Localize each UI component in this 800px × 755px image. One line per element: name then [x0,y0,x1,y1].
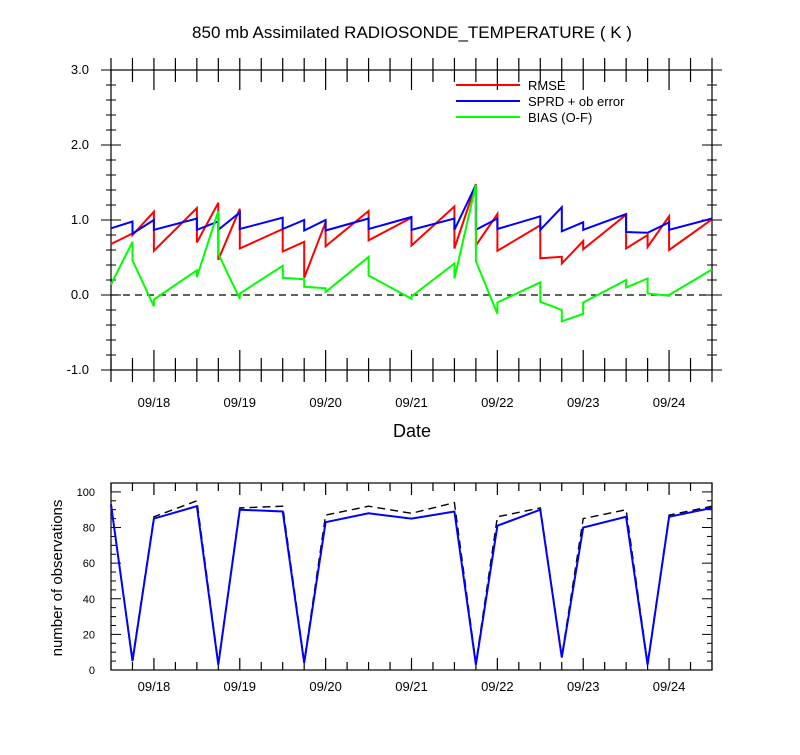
series-line-bias-o-f [110,184,713,323]
x-axis-label: Date [393,421,431,441]
x-tick-label: 09/20 [309,395,342,410]
x-tick-label: 09/23 [567,679,600,694]
x-tick-label: 09/18 [138,679,171,694]
x-tick-label: 09/21 [395,679,428,694]
x-tick-label: 09/22 [481,395,514,410]
x-tick-label: 09/18 [138,395,171,410]
x-tick-label: 09/22 [481,679,514,694]
series-line-rmse [110,183,713,279]
y-tick-label: 0 [89,665,95,677]
x-tick-label: 09/21 [395,395,428,410]
legend-label: BIAS (O-F) [528,110,592,125]
x-tick-label: 09/20 [309,679,342,694]
top-plot-panel: 09/18 09/19 09/20 09/21 09/22 09/23 09/24 -1.0 0… [67,58,722,410]
chart-title: 850 mb Assimilated RADIOSONDE_TEMPERATUR… [192,23,632,42]
y-tick-label: 20 [83,629,95,641]
y-tick-label: 0.0 [71,287,89,302]
x-tick-label: 09/24 [653,679,686,694]
x-tick-label: 09/24 [653,395,686,410]
x-tick-label: 09/19 [224,395,257,410]
legend-label: RMSE [528,78,566,93]
y-tick-label: 1.0 [71,212,89,227]
y-tick-label: -1.0 [67,362,89,377]
series-line-sprd-ob-error [110,184,713,236]
series-line-solid [110,504,713,665]
x-tick-label: 09/19 [224,679,257,694]
y-tick-label: 2.0 [71,137,89,152]
series-line-dashed [110,499,713,664]
y-tick-label: 60 [83,558,95,570]
y-tick-label: 3.0 [71,62,89,77]
y-axis-label-observations: number of observations [49,500,66,657]
y-tick-label: 100 [77,487,95,499]
legend-label: SPRD + ob error [528,94,625,109]
x-tick-label: 09/23 [567,395,600,410]
y-tick-label: 80 [83,523,95,535]
bottom-plot-panel: 09/18 09/19 09/20 09/21 09/22 09/23 09/24 0 20 40… [77,482,713,694]
y-tick-label: 40 [83,594,95,606]
